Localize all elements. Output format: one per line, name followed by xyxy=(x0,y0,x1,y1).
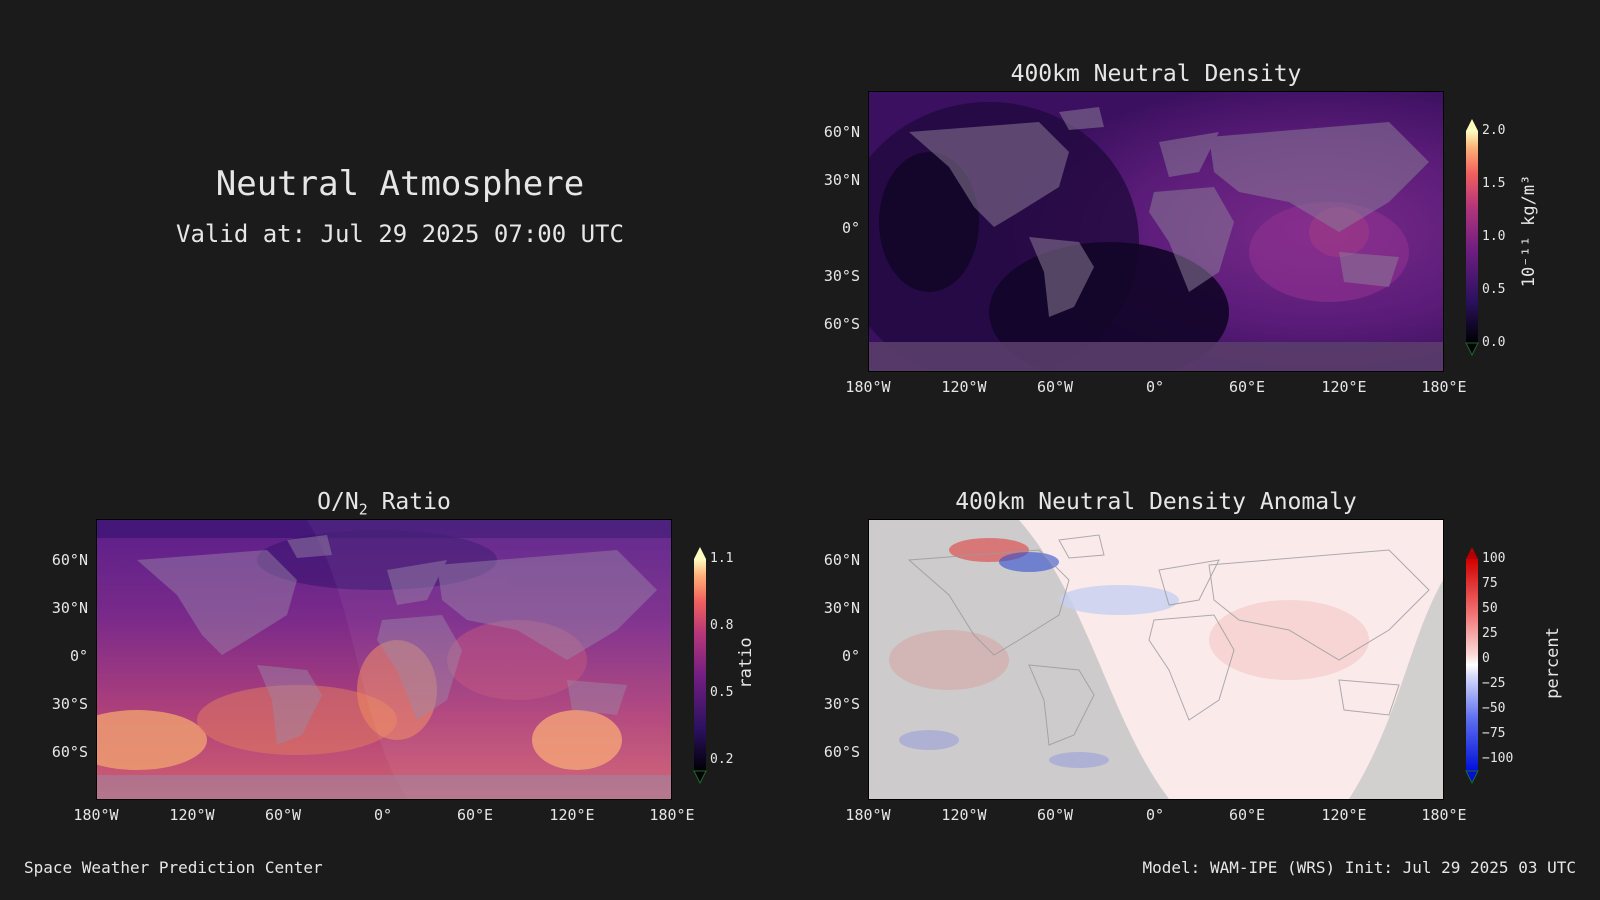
lat-tick: 60°S xyxy=(823,315,860,333)
lat-tick: 60°S xyxy=(823,743,860,761)
lon-tick: 180°W xyxy=(845,378,891,396)
ratio-cbar-label: ratio xyxy=(736,637,756,689)
lon-tick: 60°E xyxy=(1228,806,1266,824)
lat-tick: 30°S xyxy=(823,267,860,285)
page-title: Neutral Atmosphere xyxy=(215,164,585,204)
ratio-cbar-tick: 0.5 xyxy=(710,685,734,700)
lon-tick: 120°E xyxy=(1321,806,1367,824)
lon-tick: 180°W xyxy=(73,806,119,824)
lon-tick: 120°W xyxy=(941,378,987,396)
ratio-map xyxy=(96,519,672,800)
ratio-cbar-tick: 0.2 xyxy=(710,752,734,767)
lat-tick: 30°N xyxy=(823,599,860,617)
continent-outlines-anomaly xyxy=(907,534,1430,746)
lat-tick: 60°N xyxy=(823,123,860,141)
anomaly-title: 400km Neutral Density Anomaly xyxy=(955,489,1357,515)
lat-tick: 30°N xyxy=(823,171,860,189)
anomaly-cbar-tick: 75 xyxy=(1482,576,1498,591)
anomaly-cbar-tick: −100 xyxy=(1482,751,1514,766)
lon-tick: 60°E xyxy=(456,806,494,824)
lon-tick: 120°W xyxy=(941,806,987,824)
lon-tick: 0° xyxy=(1145,806,1165,824)
lon-tick: 180°E xyxy=(649,806,695,824)
lat-tick: 30°S xyxy=(51,695,88,713)
lat-tick: 60°N xyxy=(51,551,88,569)
lon-tick: 60°W xyxy=(264,806,302,824)
lon-tick: 120°W xyxy=(169,806,215,824)
density-cbar-tick: 0.5 xyxy=(1482,282,1506,297)
lon-tick: 0° xyxy=(1145,378,1165,396)
valid-time: Valid at: Jul 29 2025 07:00 UTC xyxy=(176,220,624,248)
density-cbar-tick: 1.0 xyxy=(1482,229,1506,244)
density-cbar-label: 10⁻¹¹ kg/m³ xyxy=(1519,174,1539,288)
anomaly-cbar-tick: −50 xyxy=(1482,701,1506,716)
continent-outlines-density xyxy=(909,107,1429,317)
anomaly-cbar-label: percent xyxy=(1543,627,1563,699)
lon-tick: 120°E xyxy=(549,806,595,824)
anomaly-cbar-tick: −75 xyxy=(1482,726,1506,741)
ratio-title: O/N2 Ratio xyxy=(317,489,451,519)
continent-outlines-ratio xyxy=(137,535,657,745)
lon-tick: 180°E xyxy=(1421,806,1467,824)
density-title: 400km Neutral Density xyxy=(1010,61,1302,87)
anomaly-cbar-tick: 25 xyxy=(1482,626,1498,641)
anomaly-cbar-tick: 50 xyxy=(1482,601,1498,616)
footer-model-info: Model: WAM-IPE (WRS) Init: Jul 29 2025 0… xyxy=(1142,858,1576,877)
lon-tick: 180°E xyxy=(1421,378,1467,396)
lat-tick: 0° xyxy=(841,219,860,237)
anomaly-cbar-tick: 100 xyxy=(1482,551,1506,566)
anomaly-colorbar xyxy=(1465,547,1479,785)
lat-tick: 30°N xyxy=(51,599,88,617)
density-cbar-tick: 1.5 xyxy=(1482,176,1506,191)
lat-tick: 0° xyxy=(841,647,860,665)
lat-tick: 60°S xyxy=(51,743,88,761)
ratio-cbar-tick: 0.8 xyxy=(710,618,734,633)
ratio-colorbar xyxy=(693,547,707,785)
lon-tick: 180°W xyxy=(845,806,891,824)
lat-tick: 0° xyxy=(69,647,88,665)
density-cbar-tick: 0.0 xyxy=(1482,335,1506,350)
lon-tick: 60°E xyxy=(1228,378,1266,396)
lon-tick: 0° xyxy=(373,806,393,824)
density-map xyxy=(868,91,1444,372)
density-colorbar xyxy=(1465,119,1479,357)
lon-tick: 60°W xyxy=(1036,378,1074,396)
lat-tick: 60°N xyxy=(823,551,860,569)
anomaly-map xyxy=(868,519,1444,800)
lat-tick: 30°S xyxy=(823,695,860,713)
footer-credit: Space Weather Prediction Center xyxy=(24,858,323,877)
density-cbar-tick: 2.0 xyxy=(1482,123,1506,138)
lon-tick: 60°W xyxy=(1036,806,1074,824)
lon-tick: 120°E xyxy=(1321,378,1367,396)
anomaly-cbar-tick: −25 xyxy=(1482,676,1506,691)
ratio-cbar-tick: 1.1 xyxy=(710,551,734,566)
anomaly-cbar-tick: 0 xyxy=(1482,651,1490,666)
